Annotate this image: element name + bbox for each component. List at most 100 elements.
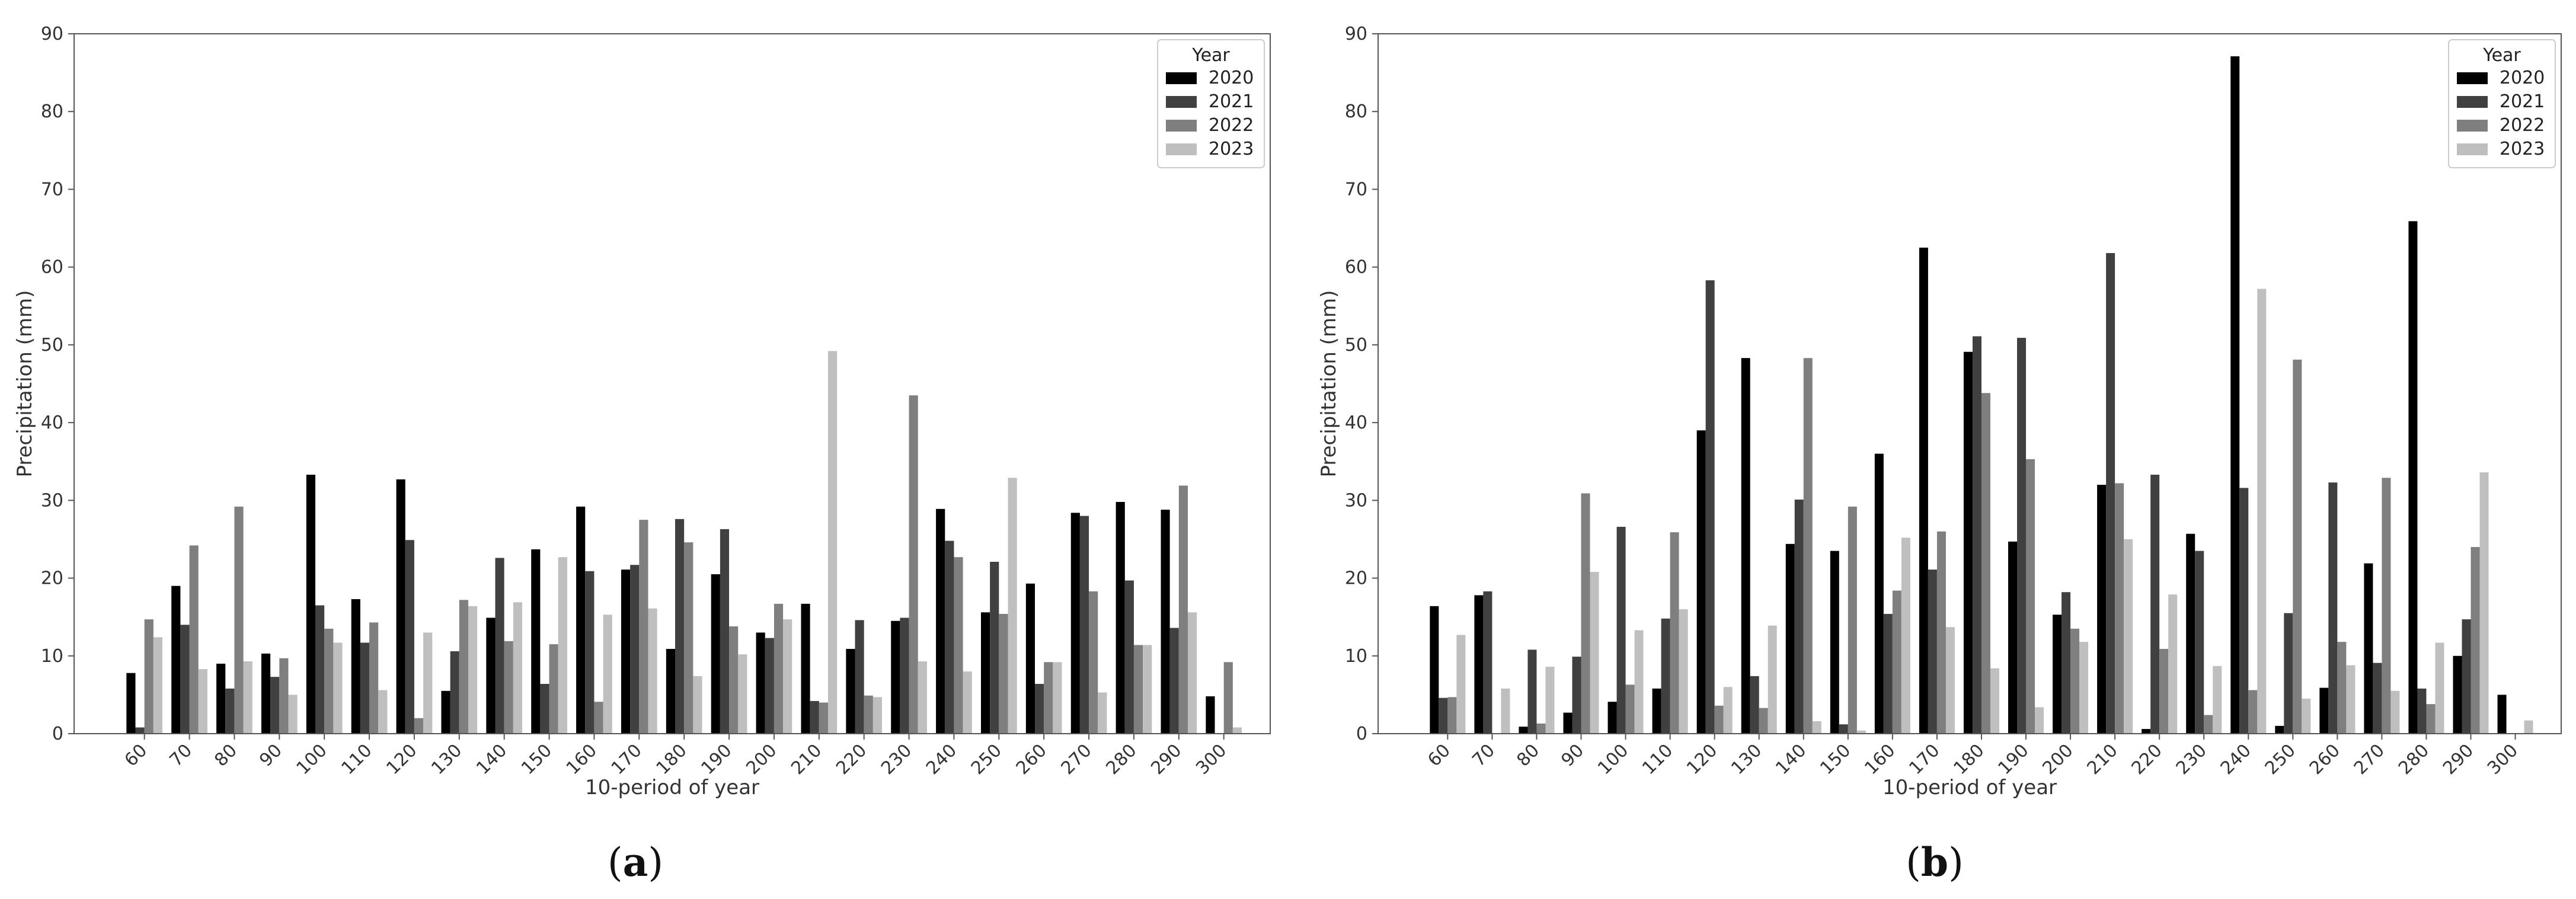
bar-2023-170: [648, 608, 657, 734]
bar-2020-180: [1963, 351, 1973, 734]
bar-2021-270: [1079, 516, 1089, 734]
bar-2020-110: [351, 599, 360, 734]
bar-2023-180: [693, 676, 702, 734]
y-tick-label: 90: [41, 24, 63, 44]
bar-2021-290: [2462, 619, 2471, 734]
x-tick-label: 230: [2172, 740, 2211, 779]
bar-2023-280: [2435, 642, 2444, 734]
bar-2022-200: [774, 603, 784, 734]
bar-2023-200: [783, 619, 792, 734]
bar-2020-230: [891, 620, 900, 734]
y-tick-label: 20: [41, 568, 63, 589]
bar-2021-140: [1794, 500, 1804, 734]
bar-2023-60: [1456, 635, 1466, 734]
bar-2023-270: [2390, 690, 2400, 734]
bar-2022-180: [684, 542, 693, 734]
bar-2020-260: [2319, 687, 2329, 734]
legend-swatch-2023: [1166, 143, 1197, 155]
bar-2022-100: [324, 628, 334, 734]
bar-2022-240: [954, 557, 963, 734]
bar-2023-240: [963, 671, 972, 734]
x-tick-label: 170: [1905, 740, 1944, 779]
bar-2022-150: [549, 644, 558, 734]
bar-2022-270: [1089, 591, 1098, 734]
bar-2021-100: [315, 605, 325, 734]
legend-label-2021: 2021: [2500, 91, 2545, 112]
x-tick-label: 100: [1594, 740, 1632, 779]
bar-2021-280: [2417, 688, 2427, 734]
bar-2023-70: [198, 669, 207, 734]
legend-label-2020: 2020: [1209, 68, 1254, 88]
x-tick-label: 210: [2083, 740, 2122, 779]
bar-2021-180: [675, 519, 685, 734]
bar-2022-120: [1714, 705, 1724, 734]
legend-label-2023: 2023: [1209, 139, 1254, 159]
bar-2020-60: [126, 673, 136, 734]
bar-2020-170: [621, 570, 631, 734]
bar-2020-110: [1652, 688, 1661, 734]
x-tick-label: 80: [1513, 740, 1543, 771]
bar-2021-70: [1483, 591, 1492, 734]
x-tick-label: 120: [382, 740, 421, 779]
bar-2020-140: [1785, 543, 1795, 734]
bar-2023-280: [1143, 645, 1152, 734]
bar-2022-260: [2337, 642, 2347, 734]
y-tick-label: 10: [1345, 646, 1367, 667]
bar-2020-190: [711, 574, 720, 734]
bar-2023-220: [872, 697, 883, 734]
bar-2021-270: [2373, 663, 2382, 734]
bar-2020-230: [2186, 533, 2195, 734]
bar-2021-190: [720, 529, 730, 734]
x-tick-label: 290: [2439, 740, 2478, 779]
bar-2021-240: [2239, 488, 2249, 734]
panel-label: (b): [1906, 839, 1964, 885]
bar-2020-80: [1519, 727, 1528, 734]
x-tick-label: 260: [2306, 740, 2344, 779]
bar-2022-60: [1447, 697, 1457, 734]
bar-2021-130: [450, 651, 459, 734]
y-tick-label: 60: [41, 257, 63, 278]
bar-2023-110: [1679, 609, 1688, 734]
x-tick-label: 70: [1468, 740, 1499, 771]
bar-2020-220: [846, 648, 855, 734]
bar-2020-120: [1696, 430, 1706, 734]
bar-2020-210: [801, 603, 810, 734]
bar-2020-200: [2053, 615, 2062, 734]
legend-swatch-2021: [2457, 96, 2488, 108]
bar-2021-170: [630, 565, 640, 734]
x-tick-label: 250: [967, 740, 1006, 779]
x-tick-label: 220: [832, 740, 871, 779]
x-axis-label: 10-period of year: [1883, 776, 2057, 799]
legend-label-2020: 2020: [2500, 68, 2545, 88]
x-tick-label: 240: [2217, 740, 2255, 779]
y-tick-label: 40: [1345, 412, 1367, 433]
legend-swatch-2020: [2457, 72, 2488, 84]
bar-2021-60: [1439, 698, 1448, 734]
bar-2020-80: [216, 663, 226, 734]
bar-2021-80: [1527, 650, 1537, 734]
plot-frame: [73, 33, 1271, 734]
bar-2022-90: [279, 658, 289, 734]
bar-2023-90: [1590, 572, 1599, 734]
bar-2021-290: [1169, 628, 1179, 734]
legend-swatch-2021: [1166, 96, 1197, 108]
y-tick-label: 0: [1356, 724, 1367, 744]
bar-2023-120: [423, 632, 433, 734]
bar-2023-80: [1545, 667, 1555, 734]
bar-2022-230: [909, 395, 918, 734]
bar-2023-150: [1856, 730, 1866, 734]
bar-2021-150: [540, 684, 549, 734]
bar-2021-120: [1705, 280, 1715, 734]
bar-2021-230: [900, 618, 909, 734]
x-tick-label: 240: [922, 740, 961, 779]
bar-2021-200: [765, 638, 774, 734]
bar-2022-110: [369, 622, 379, 734]
bar-2021-230: [2195, 551, 2204, 734]
bar-2021-70: [180, 625, 190, 734]
x-tick-label: 280: [1102, 740, 1140, 779]
x-tick-label: 160: [1861, 740, 1899, 779]
x-tick-label: 90: [255, 740, 286, 771]
